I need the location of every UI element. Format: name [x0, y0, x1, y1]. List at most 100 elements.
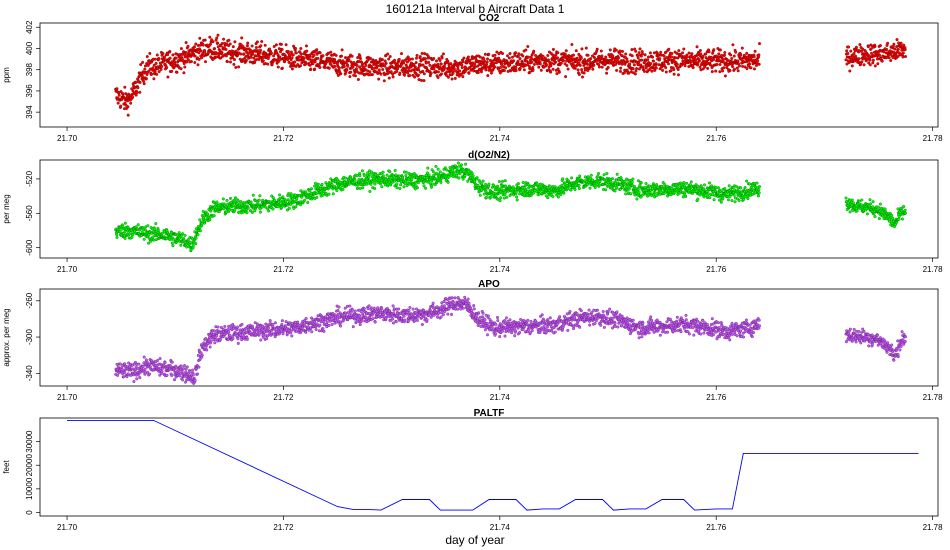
data-point: [306, 200, 310, 204]
data-point: [358, 186, 362, 190]
data-point: [880, 59, 884, 63]
data-point: [216, 45, 220, 49]
data-point: [263, 43, 267, 47]
data-point: [564, 75, 568, 79]
data-point: [408, 57, 412, 61]
data-point: [234, 332, 238, 336]
data-point: [562, 191, 566, 195]
data-point: [299, 64, 303, 68]
data-point: [597, 65, 601, 69]
data-point: [157, 57, 161, 61]
data-point: [487, 52, 491, 56]
data-point: [883, 207, 887, 211]
data-point: [478, 193, 482, 197]
data-point: [427, 173, 431, 177]
data-point: [142, 79, 146, 83]
data-point: [123, 85, 127, 89]
data-point: [682, 180, 686, 184]
data-point: [892, 50, 896, 54]
data-point: [551, 67, 555, 71]
data-point: [549, 64, 553, 68]
data-point: [893, 47, 897, 51]
data-point: [228, 60, 232, 64]
data-point: [408, 73, 412, 77]
data-point: [493, 65, 497, 69]
data-point: [514, 51, 518, 55]
data-point: [410, 57, 414, 61]
data-point: [364, 67, 368, 71]
data-point: [297, 55, 301, 59]
data-point: [742, 198, 746, 202]
data-point: [388, 55, 392, 59]
data-point: [625, 185, 629, 189]
data-point: [124, 92, 128, 96]
data-point: [165, 373, 169, 377]
data-point: [513, 54, 517, 58]
data-point: [365, 59, 369, 63]
data-point: [431, 170, 435, 174]
data-point: [236, 199, 240, 203]
data-point: [121, 92, 125, 96]
data-point: [347, 182, 351, 186]
data-point: [168, 49, 172, 53]
data-point: [118, 230, 122, 234]
data-point: [318, 65, 322, 69]
data-point: [236, 341, 240, 345]
data-point: [436, 70, 440, 74]
data-point: [273, 199, 277, 203]
series-segment-2: [844, 38, 908, 73]
data-point: [723, 74, 727, 78]
data-point: [356, 77, 360, 81]
data-point: [615, 186, 619, 190]
data-point: [605, 71, 609, 75]
data-point: [244, 59, 248, 63]
data-point: [676, 56, 680, 60]
data-point: [194, 242, 198, 246]
data-point: [355, 69, 359, 73]
data-point: [440, 56, 444, 60]
data-point: [362, 65, 366, 69]
data-point: [662, 63, 666, 67]
data-point: [690, 52, 694, 56]
data-point: [414, 180, 418, 184]
data-point: [143, 67, 147, 71]
data-point: [455, 61, 459, 65]
panel-title: d(O2/N2): [468, 150, 510, 161]
data-point: [851, 208, 855, 212]
data-point: [732, 54, 736, 58]
data-point: [138, 376, 142, 380]
data-point: [892, 42, 896, 46]
data-point: [116, 101, 120, 105]
data-point: [899, 41, 903, 45]
data-point: [860, 198, 864, 202]
data-point: [897, 217, 901, 221]
data-point: [316, 182, 320, 186]
data-point: [651, 55, 655, 59]
data-point: [664, 50, 668, 54]
y-tick-label: 396: [25, 84, 34, 98]
data-point: [261, 59, 265, 63]
data-point: [756, 59, 760, 63]
data-point: [426, 166, 430, 170]
data-point: [147, 233, 151, 237]
data-point: [846, 201, 850, 205]
data-point: [395, 186, 399, 190]
data-point: [482, 192, 486, 196]
data-point: [171, 244, 175, 248]
data-point: [739, 186, 743, 190]
data-point: [653, 195, 657, 199]
data-point: [878, 202, 882, 206]
data-point: [597, 54, 601, 58]
data-point: [404, 174, 408, 178]
data-point: [662, 61, 666, 65]
data-point: [197, 57, 201, 61]
data-point: [295, 197, 299, 201]
data-point: [299, 203, 303, 207]
data-point: [435, 59, 439, 63]
data-point: [546, 54, 550, 58]
data-point: [186, 238, 190, 242]
data-point: [384, 61, 388, 65]
data-point: [499, 196, 503, 200]
data-point: [393, 168, 397, 172]
